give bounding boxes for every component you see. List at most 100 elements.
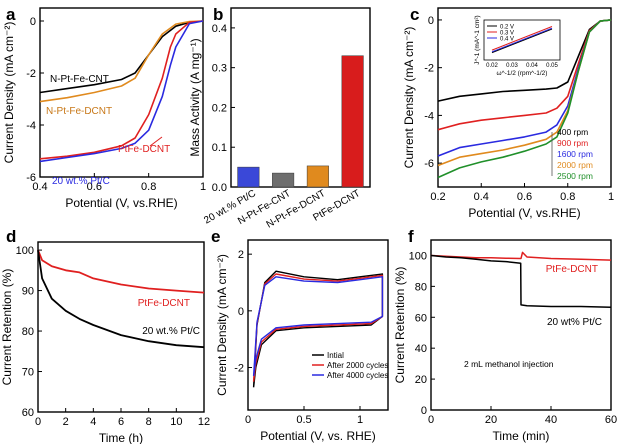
x-tick-label: 0.8 <box>560 191 575 203</box>
x-tick-label: 1 <box>200 181 206 193</box>
inset-legend-label: 0.2 V <box>500 25 514 31</box>
inset-legend-label: 0.3 V <box>500 31 514 37</box>
series-label: PtFe-DCNT <box>118 144 170 155</box>
y-axis-label: Current Density (mA cm⁻²) <box>2 22 16 164</box>
y-tick-label: 2 <box>238 249 244 261</box>
inset-line <box>491 27 553 53</box>
legend-label: 400 rpm <box>557 127 588 137</box>
panel-tag: c <box>410 5 419 24</box>
y-tick-label: -2 <box>424 63 434 75</box>
series-line <box>252 276 384 377</box>
inset-legend-label: 0.4 V <box>500 37 514 43</box>
series-line <box>37 249 205 294</box>
series-line <box>430 254 612 308</box>
y-tick-label: -6 <box>424 158 434 170</box>
legend-label: 2000 rpm <box>557 160 593 170</box>
x-tick-label: 0.6 <box>87 181 102 193</box>
y-tick-label: -6 <box>26 172 36 184</box>
y-tick-label: -4 <box>424 110 434 122</box>
x-axis-label: Potential (V, vs.RHE) <box>468 206 580 220</box>
y-tick-label: 0.1 <box>212 142 227 154</box>
x-tick-label: 0.4 <box>32 181 47 193</box>
y-tick-label: 0.3 <box>212 63 227 75</box>
x-tick-label: 4 <box>90 416 96 428</box>
y-tick-label: 80 <box>22 326 34 338</box>
legend-label: After 4000 cycles <box>327 371 388 380</box>
panel-a: 0.4 0.6 0.8 1 -6 -4 -2 0 Potential (V, vs.RHE) Cu… <box>2 5 206 210</box>
x-axis-label: Time (min) <box>493 429 550 443</box>
y-tick-label: 20 <box>415 374 427 386</box>
panel-tag: a <box>6 5 16 24</box>
y-tick-label: 0 <box>421 405 427 417</box>
x-tick-label: 8 <box>146 416 152 428</box>
series-line <box>39 20 204 94</box>
y-axis-label: Current Density (mA cm⁻²) <box>402 27 416 169</box>
panel-tag: e <box>211 227 220 246</box>
series-label: N-Pt-Fe-CNT <box>50 74 109 85</box>
series-label: 20 wt% Pt/C <box>547 317 602 328</box>
inset-y-label: J^-1 (mA^-1 cm²) <box>474 15 481 64</box>
y-tick-label: 60 <box>415 312 427 324</box>
series-label: N-Pt-Fe-DCNT <box>46 106 112 117</box>
x-tick-label: 40 <box>545 414 557 426</box>
bar <box>341 55 364 188</box>
y-tick-label: 60 <box>22 407 34 419</box>
inset-x-tick: 0.03 <box>506 63 518 69</box>
legend-label: 900 rpm <box>557 138 588 148</box>
series-line <box>437 19 612 179</box>
legend-label: 1600 rpm <box>557 149 593 159</box>
y-tick-label: -4 <box>26 120 36 132</box>
x-tick-label: 1 <box>357 414 363 426</box>
x-tick-label: 0.4 <box>474 191 489 203</box>
series-label: 20 wt.% Pt/C <box>142 326 200 337</box>
y-tick-label: -2 <box>26 68 36 80</box>
y-tick-label: 0.2 <box>212 102 227 114</box>
annotation-arrow <box>149 136 163 147</box>
x-tick-label: 0.5 <box>296 414 311 426</box>
y-tick-label: 0 <box>238 306 244 318</box>
y-tick-label: 0.0 <box>212 182 227 194</box>
y-tick-label: 100 <box>409 250 427 262</box>
bar <box>237 166 260 188</box>
y-axis-label: Mass Activity (A mg⁻¹) <box>188 38 202 156</box>
y-axis-label: Current Density (mA cm⁻²) <box>215 254 229 396</box>
y-axis-label: Current Retention (%) <box>393 267 407 384</box>
legend-label: Intial <box>327 351 344 360</box>
x-tick-label: 0.8 <box>141 181 156 193</box>
series-label: PtFe-DCNT <box>546 264 598 275</box>
inset-x-label: ω^-1/2 (rpm^-1/2) <box>497 70 548 77</box>
series-label: PtFe-DCNT <box>138 298 190 309</box>
series-line <box>39 20 204 103</box>
x-axis-label: Potential (V, vs.RHE) <box>65 196 177 210</box>
inset-line <box>491 28 553 54</box>
y-tick-label: 80 <box>415 281 427 293</box>
x-tick-label: 12 <box>198 416 210 428</box>
x-tick-label: 0 <box>428 414 434 426</box>
bar <box>306 165 329 188</box>
panel-d: 0 2 4 6 8 10 12 60 70 80 90 100 Time (h) Current Rete… <box>0 227 210 444</box>
panel-tag: d <box>6 227 16 246</box>
plot-frame <box>430 239 612 411</box>
panel-c: 0.2 0.4 0.6 0.8 1 -6 -4 -2 0 Potential (V, vs.RHE… <box>402 5 614 220</box>
y-tick-label: 100 <box>16 245 34 257</box>
x-tick-label: 6 <box>118 416 124 428</box>
y-axis-label: Current Retention (%) <box>0 269 14 386</box>
x-axis-label: Time (h) <box>99 431 143 444</box>
plot-frame <box>230 7 371 188</box>
inset-x-tick: 0.05 <box>546 63 558 69</box>
legend-label: After 2000 cycles <box>327 361 388 370</box>
x-tick-label: 0 <box>245 414 251 426</box>
y-tick-label: 0 <box>428 15 434 27</box>
series-line <box>39 20 204 163</box>
y-tick-label: 40 <box>415 343 427 355</box>
panel-tag: b <box>213 5 223 24</box>
y-tick-label: 0.4 <box>212 23 227 35</box>
series-line <box>430 251 612 261</box>
x-tick-label: 0 <box>35 416 41 428</box>
x-tick-label: 60 <box>605 414 617 426</box>
series-line <box>39 20 204 160</box>
y-tick-label: 90 <box>22 286 34 298</box>
x-tick-label: 10 <box>170 416 182 428</box>
